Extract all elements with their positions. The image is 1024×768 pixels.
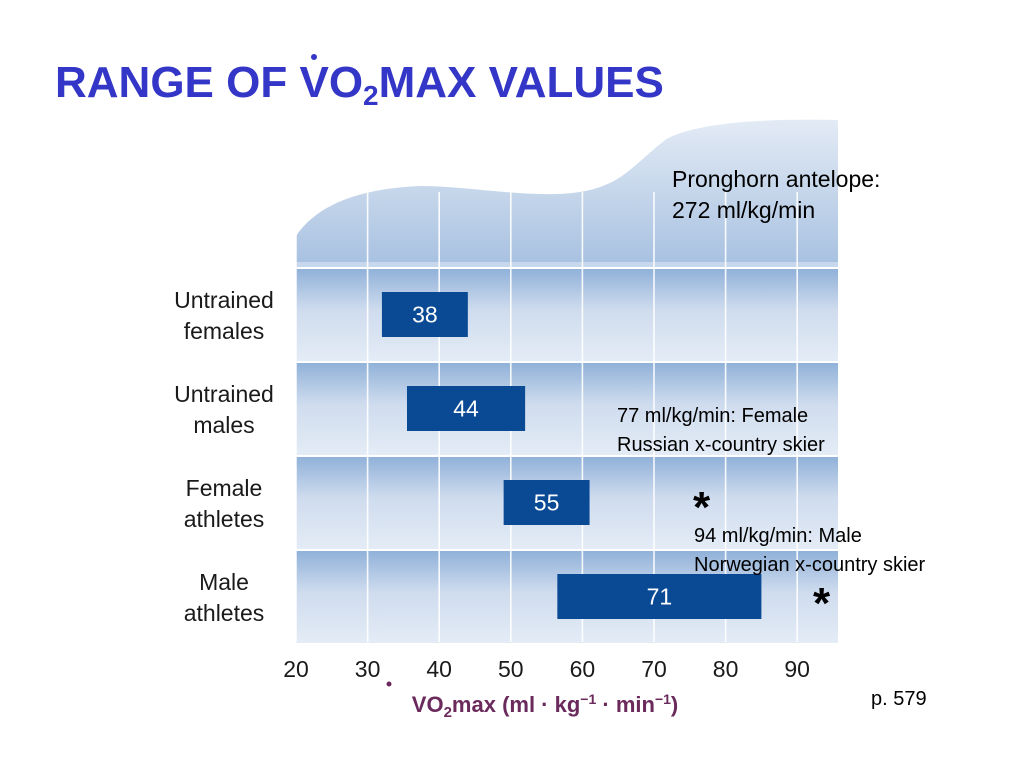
- chart-gridlines: [295, 192, 799, 642]
- bar-male-athletes: [557, 574, 762, 619]
- x-tick-label: 20: [283, 656, 309, 682]
- title-o: O: [328, 58, 364, 107]
- x-tick-label: 60: [570, 656, 596, 682]
- row-band: [296, 268, 838, 362]
- female-skier-note-line2: Russian x-country skier: [617, 434, 825, 456]
- bar-value-label: 44: [453, 396, 479, 422]
- xlabel-sub: 2: [444, 704, 452, 721]
- category-label: Untrained females: [174, 287, 274, 344]
- category-label: Male athletes: [184, 569, 265, 626]
- xlabel-v: V: [412, 692, 427, 717]
- category-label: Female athletes: [184, 475, 265, 532]
- female-skier-asterisk: *: [693, 483, 711, 532]
- x-tick-label: 90: [784, 656, 810, 682]
- x-tick-label: 80: [713, 656, 739, 682]
- male-skier-note: 94 ml/kg/min: Male Norwegian x-country s…: [694, 522, 925, 580]
- title-subscript: 2: [363, 80, 379, 111]
- slide-title: RANGE OF VO2MAX VALUES: [55, 54, 664, 112]
- chart-category-labels: Untrained females Untrained males Female athl…: [174, 287, 274, 626]
- male-skier-note-line2: Norwegian x-country skier: [694, 554, 926, 576]
- pronghorn-note-line2: 272 ml/kg/min: [672, 197, 816, 223]
- chart-x-tick-labels: 20 30 40 50 60 70 80 90: [283, 656, 810, 682]
- category-label: Untrained males: [174, 381, 274, 438]
- x-tick-label: 40: [426, 656, 452, 682]
- page-reference: p. 579: [871, 688, 927, 710]
- chart-top-wave: [296, 119, 838, 262]
- chart-bars: 38 44 55 71: [381, 292, 762, 619]
- title-prefix: RANGE OF: [55, 58, 300, 107]
- x-tick-label: 30: [355, 656, 381, 682]
- bar-untrained-males: [406, 386, 526, 431]
- xlabel-rest3: ): [671, 692, 678, 717]
- xlabel-v-dot: [386, 681, 392, 687]
- x-tick-label: 70: [641, 656, 667, 682]
- row-band: [296, 362, 838, 456]
- bar-value-label: 55: [534, 490, 560, 516]
- bar-female-athletes: [503, 480, 590, 525]
- bar-value-label: 71: [647, 584, 673, 610]
- xlabel-sup2: −1: [655, 691, 671, 707]
- female-skier-note-line1: 77 ml/kg/min: Female: [617, 405, 809, 427]
- chart-row-bands: [296, 267, 838, 645]
- pronghorn-note-line1: Pronghorn antelope:: [672, 166, 881, 192]
- xlabel-rest2: · min: [596, 692, 655, 717]
- male-skier-asterisk: *: [813, 579, 831, 628]
- bar-untrained-females: [381, 292, 468, 337]
- title-suffix: MAX VALUES: [378, 58, 664, 107]
- chart-x-axis-label: VO2max (ml · kg−1 · min−1): [412, 691, 678, 721]
- xlabel-o: O: [426, 692, 443, 717]
- pronghorn-note: Pronghorn antelope: 272 ml/kg/min: [672, 164, 880, 226]
- title-v-dot: V: [299, 54, 329, 107]
- xlabel-sup1: −1: [580, 691, 596, 707]
- female-skier-note: 77 ml/kg/min: Female Russian x-country s…: [617, 402, 825, 460]
- bar-value-label: 38: [412, 302, 438, 328]
- x-tick-label: 50: [498, 656, 524, 682]
- xlabel-rest1: max (ml · kg: [452, 692, 580, 717]
- male-skier-note-line1: 94 ml/kg/min: Male: [694, 525, 862, 547]
